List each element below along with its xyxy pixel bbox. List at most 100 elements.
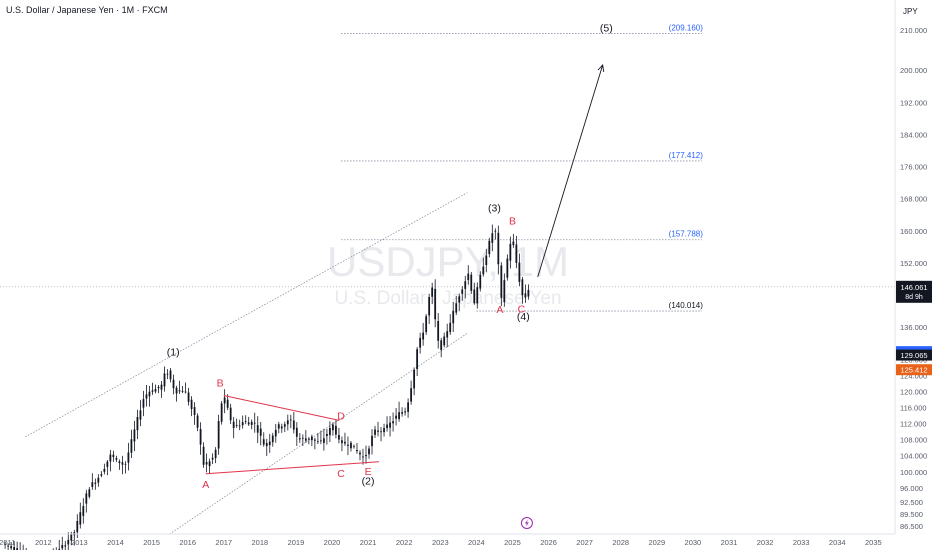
candle-body bbox=[395, 415, 397, 419]
year-tick-label: 2018 bbox=[251, 538, 268, 547]
candle-body bbox=[386, 424, 388, 429]
candle-body bbox=[169, 370, 172, 380]
candle-body bbox=[497, 232, 500, 265]
wave-label: (5) bbox=[600, 23, 613, 35]
candle-body bbox=[151, 390, 154, 392]
candle-body bbox=[130, 439, 133, 453]
candle-body bbox=[187, 392, 190, 402]
price-tick-label: 104.000 bbox=[900, 452, 927, 461]
price-tick-label: 192.000 bbox=[900, 98, 927, 107]
candle-body bbox=[295, 427, 298, 437]
candle-body bbox=[160, 384, 163, 390]
wave-label: A bbox=[496, 304, 503, 316]
year-tick-label: 2027 bbox=[576, 538, 593, 547]
current-price-label: 146.061 bbox=[900, 283, 927, 292]
candle-body bbox=[356, 449, 358, 452]
candle-body bbox=[97, 477, 100, 483]
price-badge bbox=[896, 349, 932, 361]
candle-body bbox=[407, 402, 410, 412]
channel-line[interactable] bbox=[169, 332, 468, 535]
candle-body bbox=[217, 421, 220, 449]
candle-body bbox=[61, 544, 64, 549]
candle-body bbox=[467, 273, 470, 281]
fib-level-label: (209.160) bbox=[669, 23, 704, 32]
candle-body bbox=[329, 428, 331, 436]
year-tick-label: 2031 bbox=[721, 538, 738, 547]
candle-body bbox=[446, 331, 449, 338]
candle-body bbox=[482, 266, 485, 275]
candle-body bbox=[196, 415, 199, 428]
price-tick-label: 160.000 bbox=[900, 227, 927, 236]
year-tick-label: 2024 bbox=[468, 538, 485, 547]
candle-body bbox=[118, 461, 121, 463]
watermark-name: U.S. Dollar / Japanese Yen bbox=[334, 288, 561, 309]
candle-body bbox=[413, 369, 416, 389]
candle-body bbox=[458, 296, 461, 303]
candle-body bbox=[286, 420, 289, 425]
price-tick-label: 100.000 bbox=[900, 468, 927, 477]
candle-body bbox=[313, 439, 316, 441]
current-price-badge bbox=[896, 280, 932, 303]
price-tick-label: 86.500 bbox=[900, 522, 923, 531]
candle-body bbox=[304, 438, 307, 441]
candle-body bbox=[205, 462, 208, 465]
candle-body bbox=[238, 425, 241, 427]
candle-body bbox=[184, 391, 187, 393]
price-tick-label: 184.000 bbox=[900, 130, 927, 139]
candle-body bbox=[244, 421, 247, 422]
candle-body bbox=[512, 241, 515, 246]
candle-body bbox=[70, 533, 73, 541]
candle-body bbox=[322, 438, 325, 443]
candle-body bbox=[431, 287, 434, 297]
candle-body bbox=[347, 444, 349, 446]
year-tick-label: 2016 bbox=[179, 538, 196, 547]
candle-body bbox=[389, 422, 391, 428]
candle-body bbox=[401, 412, 403, 414]
candle-body bbox=[470, 274, 473, 291]
fib-level-label: (140.014) bbox=[669, 301, 704, 310]
year-tick-label: 2012 bbox=[35, 538, 52, 547]
candle-body bbox=[449, 322, 452, 333]
candle-body bbox=[133, 429, 136, 442]
candle-body bbox=[422, 332, 425, 340]
year-tick-label: 2023 bbox=[432, 538, 449, 547]
candle-body bbox=[145, 394, 148, 399]
candle-body bbox=[434, 288, 437, 320]
wave-label: C bbox=[337, 468, 345, 480]
channel-line[interactable] bbox=[25, 192, 468, 438]
lightning-glyph bbox=[524, 519, 529, 527]
candle-body bbox=[350, 442, 352, 449]
candle-body bbox=[7, 545, 10, 547]
candle-body bbox=[247, 422, 250, 425]
candle-body bbox=[67, 539, 70, 545]
triangle-line[interactable] bbox=[205, 461, 379, 475]
candle-body bbox=[425, 316, 428, 333]
forecast-arrow-line[interactable] bbox=[537, 64, 604, 278]
candle-body bbox=[106, 461, 109, 467]
price-tick-label: 108.000 bbox=[900, 436, 927, 445]
candle-body bbox=[271, 435, 274, 443]
candle-body bbox=[142, 399, 145, 408]
candle-body bbox=[274, 429, 277, 437]
candle-body bbox=[256, 425, 259, 433]
current-price-countdown: 8d 9h bbox=[905, 294, 923, 301]
candle-body bbox=[94, 482, 97, 484]
candle-body bbox=[250, 421, 253, 425]
candle-body bbox=[268, 441, 271, 445]
candle-body bbox=[416, 349, 419, 370]
candle-body bbox=[380, 431, 382, 433]
candle-body bbox=[64, 545, 67, 547]
chart-title: U.S. Dollar / Japanese Yen · 1M · FXCM bbox=[6, 5, 168, 15]
price-scale-panel[interactable] bbox=[895, 0, 932, 550]
candle-body bbox=[503, 280, 506, 303]
triangle-line[interactable] bbox=[223, 394, 340, 421]
candle-body bbox=[208, 461, 211, 467]
year-tick-label: 2015 bbox=[143, 538, 160, 547]
candle-body bbox=[359, 452, 361, 455]
price-tick-label: 112.000 bbox=[900, 420, 927, 429]
candle-body bbox=[232, 421, 235, 428]
candle-body bbox=[229, 407, 232, 421]
candle-body bbox=[193, 407, 196, 415]
candle-body bbox=[326, 434, 328, 437]
